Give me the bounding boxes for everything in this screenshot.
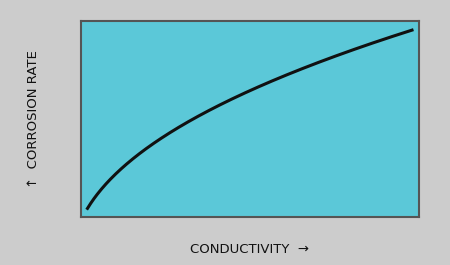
- Text: CONDUCTIVITY  →: CONDUCTIVITY →: [190, 243, 309, 256]
- Text: ↑  CORROSION RATE: ↑ CORROSION RATE: [27, 50, 40, 188]
